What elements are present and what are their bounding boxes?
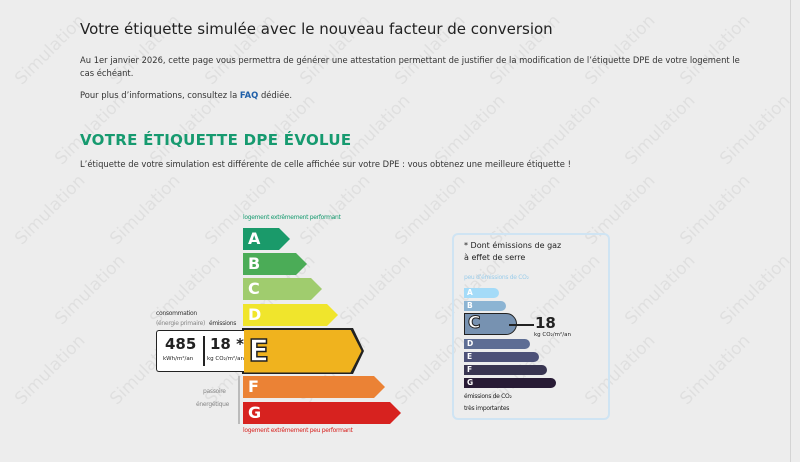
dpe-class-a: A — [243, 228, 290, 250]
dpe-class-d: D — [243, 304, 338, 326]
ges-class-f: F — [464, 365, 547, 375]
ges-title-2: à effet de serre — [464, 253, 526, 262]
faq-suffix: dédiée. — [258, 90, 293, 100]
ges-class-b: B — [464, 301, 506, 311]
passoire-label: passoire — [203, 388, 226, 395]
faq-info: Pour plus d’informations, consultez la F… — [80, 89, 292, 102]
dpe-class-c: C — [243, 278, 322, 300]
dpe-class-letter: E — [244, 330, 362, 373]
passoire-label-2: énergétique — [196, 401, 230, 408]
passoire-divider — [238, 376, 240, 424]
intro-text-cont: cas échéant. — [80, 68, 134, 78]
ges-bottom-label: émissions de CO₂ — [464, 393, 512, 400]
dpe-class-b: B — [243, 253, 307, 275]
faq-link[interactable]: FAQ — [239, 90, 259, 100]
ges-card: * Dont émissions de gaz à effet de serre… — [452, 233, 610, 420]
ges-class-e: E — [464, 352, 539, 362]
page-title: Votre étiquette simulée avec le nouveau … — [80, 20, 553, 38]
consumption-sub: (énergie primaire) — [156, 320, 206, 327]
ges-pointer-line — [509, 324, 534, 326]
values-divider — [203, 336, 205, 366]
consumption-label: consommation — [156, 310, 197, 317]
intro-text: Au 1er janvier 2026, cette page vous per… — [80, 55, 740, 65]
dpe-class-g: G — [243, 402, 401, 424]
values-box: 485 kWh/m²/an 18 * kg CO₂/m²/an — [156, 330, 244, 372]
ges-class-d: D — [464, 339, 530, 349]
consumption-value: 485 — [165, 335, 197, 353]
emissions-label: émissions — [209, 320, 237, 327]
ges-bottom-label-2: très importantes — [464, 405, 510, 412]
dpe-top-label: logement extrêmement performant — [243, 214, 341, 221]
section-text: L’étiquette de votre simulation est diff… — [80, 159, 571, 169]
faq-prefix: Pour plus d’informations, consultez la — [80, 90, 240, 100]
ges-value: 18 — [535, 314, 556, 332]
emissions-value: 18 * — [210, 335, 244, 353]
ges-class-a: A — [464, 288, 499, 298]
section-title: VOTRE ÉTIQUETTE DPE ÉVOLUE — [80, 131, 352, 149]
ges-class-g: G — [464, 378, 556, 388]
dpe-bottom-label: logement extrêmement peu performant — [243, 427, 353, 434]
emissions-unit: kg CO₂/m²/an — [207, 356, 244, 362]
dpe-class-f: F — [243, 376, 385, 398]
consumption-unit: kWh/m²/an — [163, 356, 194, 362]
dpe-class-e: E — [242, 328, 364, 374]
ges-unit: kg CO₂/m²/an — [534, 332, 571, 338]
ges-class-c: C — [464, 313, 517, 335]
ges-top-label: peu d’émissions de CO₂ — [464, 274, 529, 281]
ges-title: * Dont émissions de gaz — [464, 241, 562, 250]
